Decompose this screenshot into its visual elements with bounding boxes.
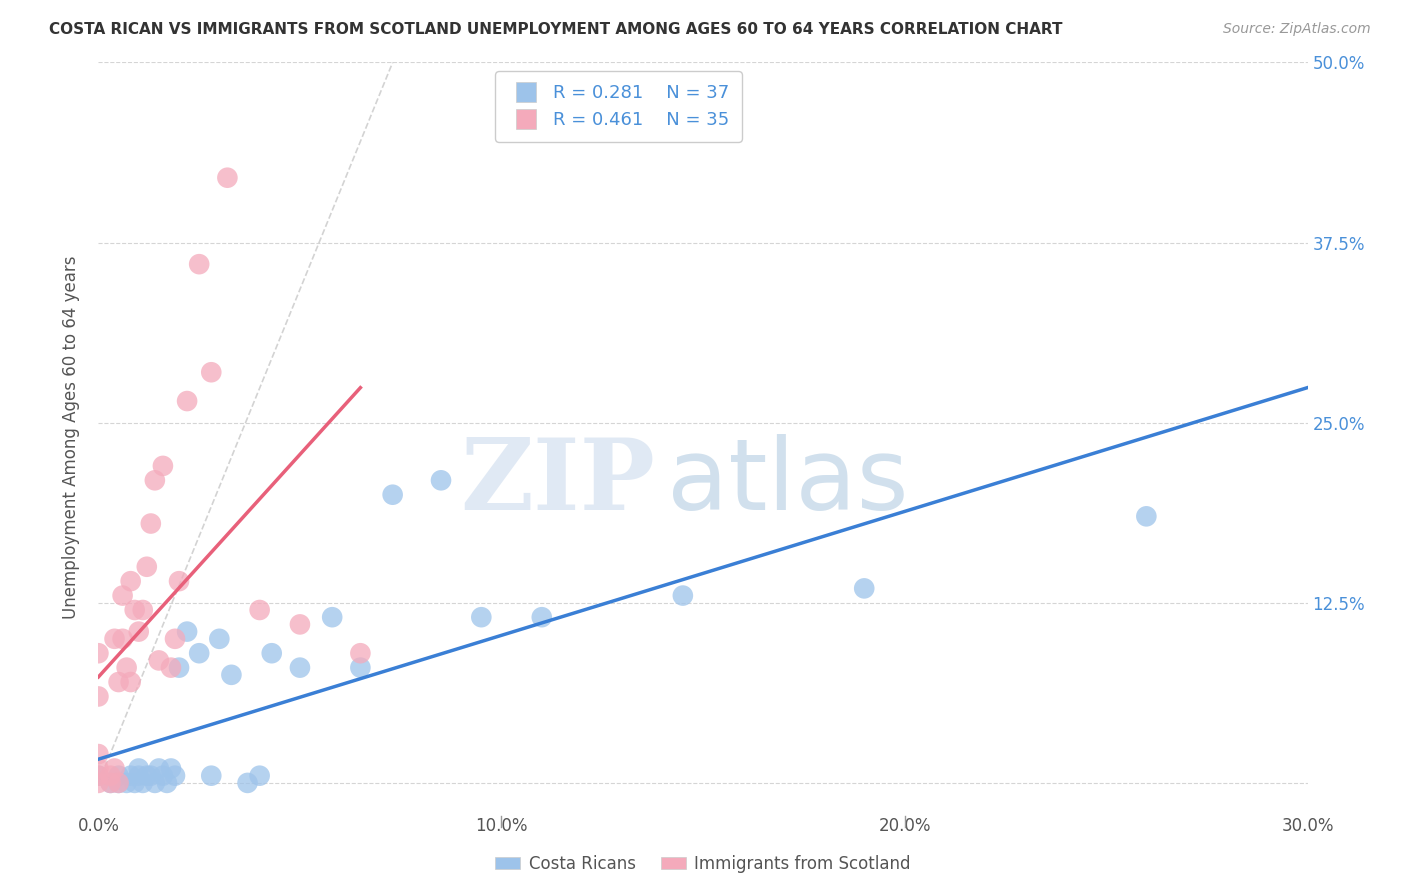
- Point: [167, 574, 190, 589]
- Point: [120, 574, 142, 589]
- Point: [208, 632, 231, 646]
- Point: [470, 610, 492, 624]
- Point: [249, 769, 271, 783]
- Point: [143, 776, 166, 790]
- Point: [128, 762, 150, 776]
- Text: atlas: atlas: [666, 434, 908, 531]
- Point: [321, 610, 343, 624]
- Point: [87, 690, 110, 704]
- Point: [87, 747, 110, 761]
- Point: [672, 589, 695, 603]
- Point: [139, 769, 162, 783]
- Point: [160, 762, 183, 776]
- Text: ZIP: ZIP: [460, 434, 655, 531]
- Point: [152, 458, 174, 473]
- Point: [200, 365, 222, 379]
- Point: [128, 769, 150, 783]
- Point: [103, 762, 125, 776]
- Point: [381, 488, 404, 502]
- Point: [132, 603, 155, 617]
- Point: [176, 624, 198, 639]
- Point: [135, 559, 157, 574]
- Point: [163, 769, 186, 783]
- Point: [288, 617, 311, 632]
- Point: [139, 516, 162, 531]
- Point: [430, 473, 453, 487]
- Point: [111, 632, 134, 646]
- Point: [124, 603, 146, 617]
- Point: [143, 473, 166, 487]
- Point: [167, 660, 190, 674]
- Legend: R = 0.281    N = 37, R = 0.461    N = 35: R = 0.281 N = 37, R = 0.461 N = 35: [495, 71, 742, 142]
- Point: [100, 769, 122, 783]
- Point: [217, 170, 239, 185]
- Point: [111, 589, 134, 603]
- Point: [148, 653, 170, 667]
- Point: [152, 769, 174, 783]
- Legend: Costa Ricans, Immigrants from Scotland: Costa Ricans, Immigrants from Scotland: [489, 848, 917, 880]
- Point: [87, 762, 110, 776]
- Point: [249, 603, 271, 617]
- Point: [260, 646, 283, 660]
- Point: [124, 776, 146, 790]
- Point: [221, 668, 243, 682]
- Point: [163, 632, 186, 646]
- Point: [160, 660, 183, 674]
- Point: [236, 776, 259, 790]
- Point: [128, 624, 150, 639]
- Point: [120, 675, 142, 690]
- Text: Source: ZipAtlas.com: Source: ZipAtlas.com: [1223, 22, 1371, 37]
- Point: [853, 582, 876, 596]
- Point: [132, 776, 155, 790]
- Point: [156, 776, 179, 790]
- Point: [103, 632, 125, 646]
- Point: [349, 660, 371, 674]
- Y-axis label: Unemployment Among Ages 60 to 64 years: Unemployment Among Ages 60 to 64 years: [62, 255, 80, 619]
- Point: [288, 660, 311, 674]
- Point: [148, 762, 170, 776]
- Point: [107, 769, 129, 783]
- Point: [188, 257, 211, 271]
- Point: [107, 776, 129, 790]
- Point: [176, 394, 198, 409]
- Point: [200, 769, 222, 783]
- Point: [87, 769, 110, 783]
- Point: [107, 776, 129, 790]
- Point: [1135, 509, 1157, 524]
- Text: COSTA RICAN VS IMMIGRANTS FROM SCOTLAND UNEMPLOYMENT AMONG AGES 60 TO 64 YEARS C: COSTA RICAN VS IMMIGRANTS FROM SCOTLAND …: [49, 22, 1063, 37]
- Point: [100, 776, 122, 790]
- Point: [87, 646, 110, 660]
- Point: [115, 776, 138, 790]
- Point: [87, 776, 110, 790]
- Point: [107, 675, 129, 690]
- Point: [87, 769, 110, 783]
- Point: [120, 769, 142, 783]
- Point: [135, 769, 157, 783]
- Point: [530, 610, 553, 624]
- Point: [349, 646, 371, 660]
- Point: [115, 660, 138, 674]
- Point: [188, 646, 211, 660]
- Point: [100, 776, 122, 790]
